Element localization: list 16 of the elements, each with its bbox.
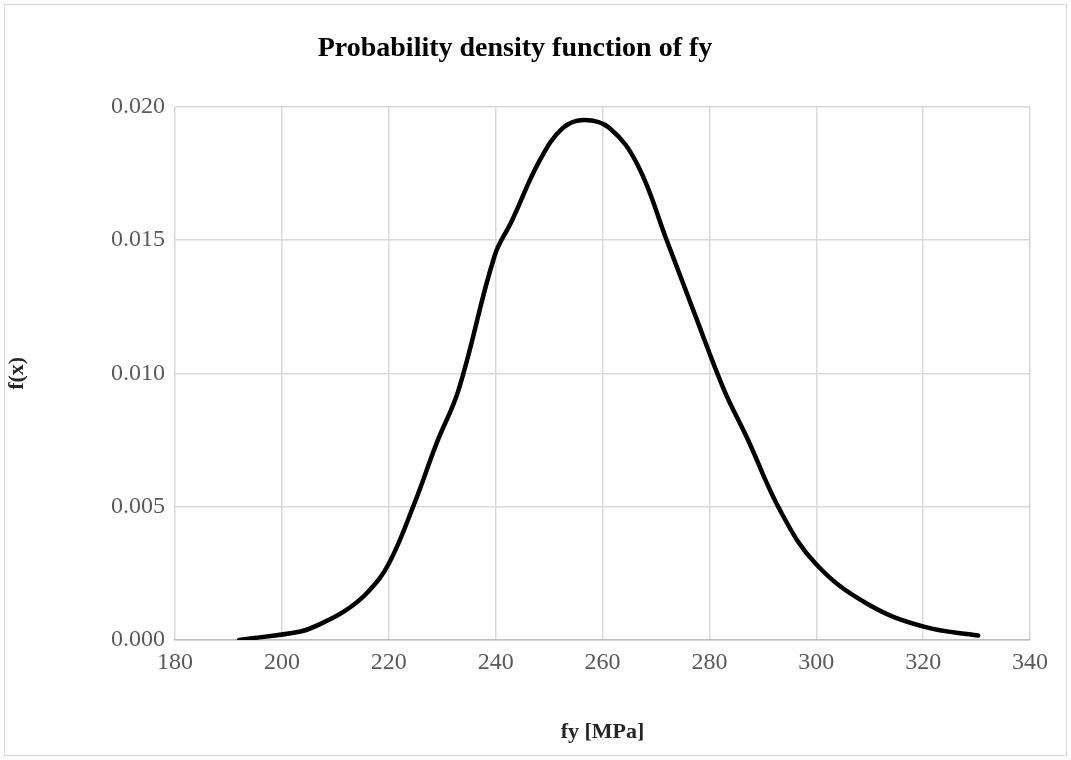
x-tick-label: 340	[1012, 647, 1048, 674]
x-tick-label: 320	[905, 647, 942, 674]
x-axis-title: fy [MPa]	[560, 718, 645, 744]
y-tick-label: 0.010	[111, 358, 165, 385]
x-tick-label: 300	[798, 647, 835, 674]
x-tick-label: 240	[477, 647, 514, 674]
y-tick-label: 0.015	[111, 225, 165, 252]
line-series	[236, 117, 981, 640]
y-axis-title: f(x)	[2, 356, 28, 390]
x-tick-label: 260	[584, 647, 621, 674]
y-tick-label: 0.005	[111, 491, 165, 518]
y-tick-label: 0.020	[111, 91, 165, 118]
x-tick-label: 200	[263, 647, 300, 674]
chart-title: Probability density function of fy	[317, 31, 713, 63]
x-tick-label: 280	[691, 647, 728, 674]
x-tick-label: 220	[370, 647, 407, 674]
